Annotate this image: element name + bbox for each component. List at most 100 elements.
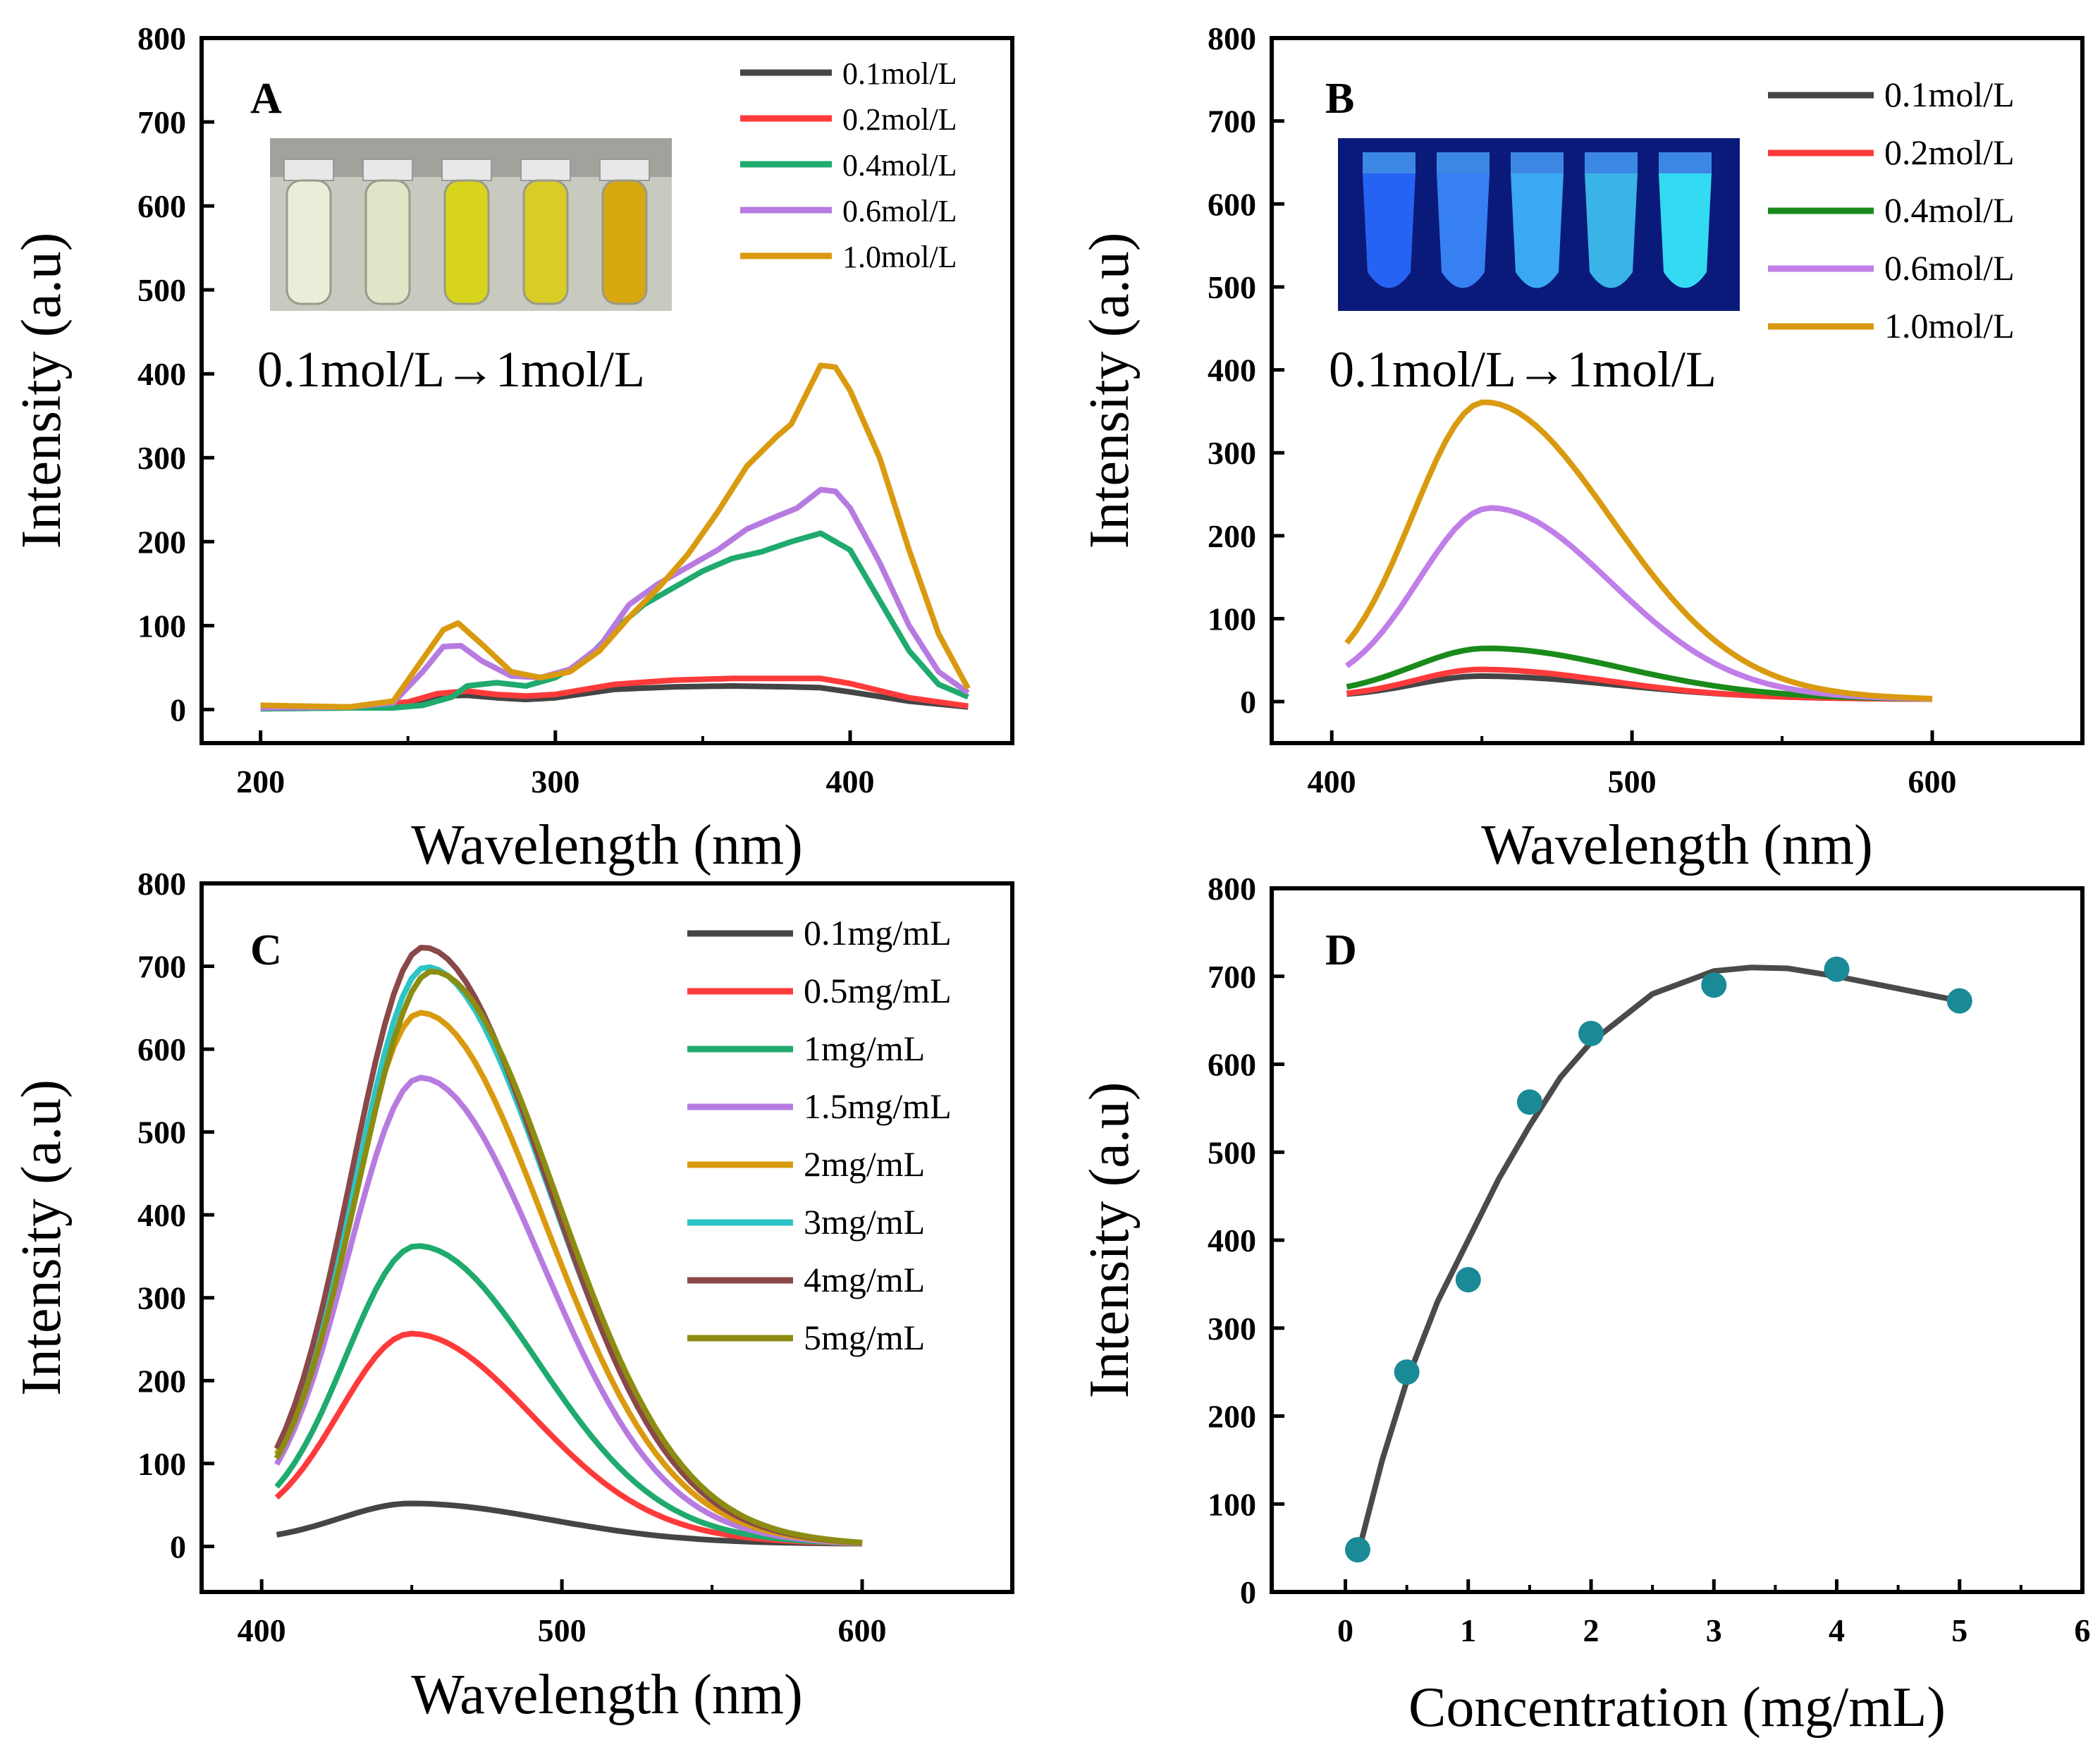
y-tick-label: 0 [1240,684,1256,720]
x-axis-title: Wavelength (nm) [1481,814,1873,876]
series-line [260,362,971,710]
data-point [1824,956,1850,982]
y-tick-label: 200 [137,1363,186,1399]
y-tick-label: 400 [1208,1223,1256,1258]
data-point [1394,1359,1420,1385]
x-tick-label: 600 [1908,764,1957,800]
legend-label: 0.6mol/L [1884,248,2015,288]
x-tick-label: 300 [531,764,579,800]
y-tick-label: 200 [1208,518,1256,554]
vial [1585,173,1638,288]
legend-label: 0.1mol/L [842,56,957,91]
x-tick-label: 3 [1706,1612,1722,1648]
annotation: 0.1mol/L→1mol/L [257,341,645,398]
data-point [1516,1089,1542,1115]
y-tick-label: 500 [137,1115,186,1151]
vial-cap [520,159,571,181]
y-tick-label: 500 [137,272,186,308]
plot-frame [199,881,1014,1594]
x-axis-title: Concentration (mg/mL) [1408,1677,1946,1739]
x-tick-label: 400 [238,1612,286,1648]
x-tick-label: 400 [826,764,875,800]
y-tick-label: 600 [1208,186,1256,222]
y-tick-label: 100 [1208,601,1256,637]
annotation: 0.1mol/L→1mol/L [1329,341,1717,398]
data-point [1946,988,1972,1014]
legend-label: 1mg/mL [804,1029,925,1068]
y-axis-title: Intensity (a.u) [11,1079,73,1396]
y-tick-label: 400 [1208,353,1256,388]
x-tick-label: 600 [838,1612,887,1648]
series-line [260,675,969,711]
panel-letter: D [1325,926,1357,974]
legend-label: 0.4mol/L [1884,190,2015,230]
vial-cap [599,159,650,181]
y-tick-label: 600 [1208,1047,1256,1083]
y-tick-label: 300 [1208,435,1256,471]
vial-cap [1511,152,1564,173]
vial [1659,173,1712,288]
vial-cap [1585,152,1638,173]
y-tick-label: 300 [137,1280,186,1316]
y-tick-label: 400 [137,356,186,392]
panel-d: 0 100 200 300 400 500 600 700 800 0 1 2 3 4 5 6 Concentr… [1079,871,2091,1739]
vial [443,179,490,305]
x-tick-label: 5 [1951,1612,1967,1648]
uv-vial-photo-inset [1338,138,1740,311]
y-axis-title: Intensity (a.u) [1079,233,1141,549]
vial-photo-inset [270,138,672,311]
series-line [276,1500,863,1547]
y-tick-label: 100 [1208,1486,1256,1522]
y-tick-label: 500 [1208,1134,1256,1170]
y-tick-label: 600 [137,188,186,224]
panel-letter: A [250,75,282,123]
legend-label: 3mg/mL [804,1202,925,1242]
legend-label: 5mg/mL [804,1318,925,1357]
x-tick-label: 4 [1829,1612,1845,1648]
legend-label: 0.4mol/L [842,148,957,183]
legend-label: 0.2mol/L [1884,133,2015,172]
vial-cap [362,159,413,181]
data-point [1455,1267,1481,1293]
y-tick-label: 0 [170,1529,186,1564]
vial-cap [441,159,492,181]
y-tick-label: 500 [1208,269,1256,305]
legend-label: 0.5mg/mL [804,971,952,1010]
y-tick-label: 100 [137,1446,186,1482]
vial [1363,173,1416,288]
x-tick-label: 2 [1583,1612,1599,1648]
y-tick-label: 800 [137,20,186,56]
y-tick-label: 300 [1208,1311,1256,1347]
vial [1437,173,1490,288]
plot-frame [1270,36,2084,745]
y-axis-title: Intensity (a.u) [1079,1082,1141,1399]
y-tick-label: 0 [170,692,186,728]
legend-label: 4mg/mL [804,1260,925,1299]
y-tick-label: 700 [137,949,186,985]
series-line [274,1074,863,1547]
legend-label: 0.6mol/L [842,194,957,228]
x-tick-label: 1 [1460,1612,1476,1648]
panel-letter: C [250,926,282,974]
x-tick-label: 200 [236,764,285,800]
vial [522,179,569,305]
y-tick-label: 700 [1208,104,1256,140]
data-point [1344,1537,1370,1563]
series-line [1344,399,1933,702]
x-axis-title: Wavelength (nm) [411,1664,803,1726]
y-tick-label: 800 [1208,871,1256,907]
legend-label: 0.1mg/mL [804,913,952,952]
vial [601,179,648,305]
y-tick-label: 200 [137,524,186,560]
x-tick-label: 400 [1308,764,1356,800]
vial [364,179,411,305]
x-tick-label: 500 [538,1612,587,1648]
y-tick-label: 200 [1208,1399,1256,1435]
x-axis-title: Wavelength (nm) [411,814,803,876]
legend-label: 1.0mol/L [842,240,957,274]
series-line [260,486,970,711]
series-line [1345,505,1933,702]
panel-a: 0 100 200 300 400 500 600 700 800 200 300 400 Wavele… [11,20,1014,876]
vial [1511,173,1564,288]
